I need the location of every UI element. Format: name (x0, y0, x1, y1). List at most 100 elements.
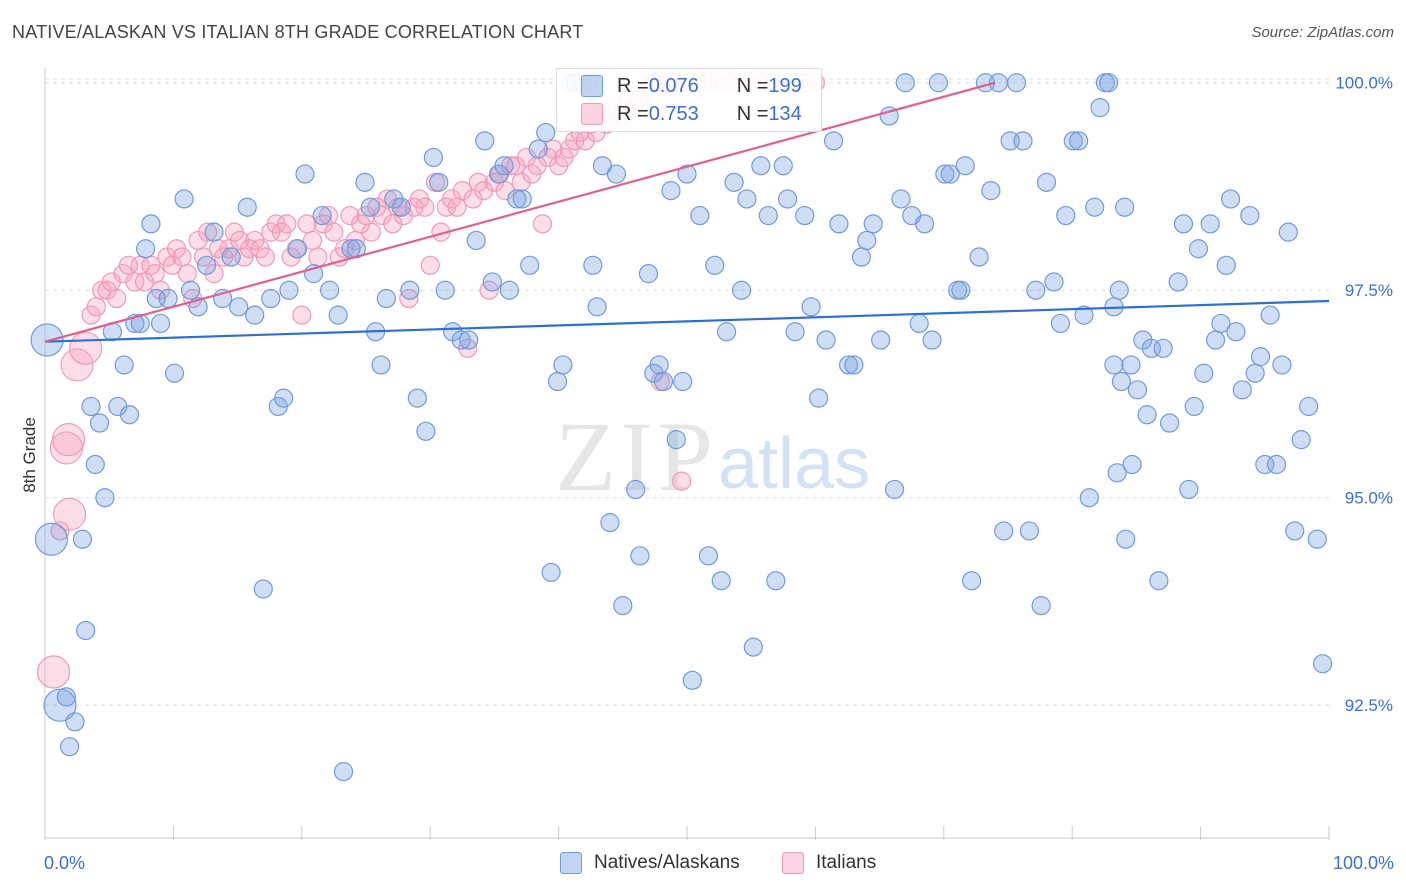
scatter-point (737, 189, 757, 209)
trend-lines (44, 81, 1330, 343)
scatter-point (682, 670, 702, 690)
scatter-point (391, 197, 411, 217)
scatter-point (1211, 313, 1231, 334)
scatter-point (229, 297, 249, 317)
scatter-point (1137, 405, 1157, 425)
scatter-point (731, 280, 752, 300)
scatter-point (415, 197, 435, 217)
scatter-point (1111, 371, 1132, 392)
scatter-point (292, 305, 312, 325)
scatter-point (204, 222, 224, 242)
scatter-point (320, 280, 340, 300)
r-value: 0.076 (648, 74, 699, 97)
scatter-point (174, 189, 194, 209)
scatter-point (1069, 131, 1089, 151)
scatter-point (1056, 205, 1076, 226)
scatter-point (1159, 413, 1180, 433)
scatter-point (1085, 197, 1105, 217)
scatter-point (777, 189, 798, 209)
scatter-point (53, 497, 87, 531)
scatter-point (547, 371, 568, 392)
scatter-point (994, 521, 1014, 541)
scatter-point (630, 546, 650, 566)
scatter-point (969, 247, 989, 267)
natives-legend-swatch (560, 852, 582, 874)
scatter-point (376, 288, 396, 309)
scatter-point (758, 205, 778, 226)
scatter-point (95, 488, 115, 508)
scatter-point (451, 330, 471, 350)
scatter-point (245, 305, 265, 325)
y-tick-label: 100.0% (1335, 74, 1393, 93)
scatter-point (649, 355, 669, 375)
scatter-point (328, 305, 348, 325)
scatter-point (541, 562, 561, 583)
scatter-point (1149, 571, 1169, 591)
scatter-point (1121, 355, 1141, 375)
scatter-point (698, 546, 719, 566)
scatter-point (274, 388, 294, 408)
scatter-point (795, 205, 815, 226)
legend-item-natives[interactable]: Natives/Alaskans (560, 852, 740, 874)
scatter-point (51, 423, 86, 457)
scatter-point (86, 297, 106, 317)
scatter-point (851, 247, 872, 267)
scatter-point (279, 280, 299, 300)
stats-legend: R = 0.076 N = 199 R = 0.753 N = 134 (556, 68, 822, 132)
scatter-point (1312, 654, 1333, 674)
scatter-point (751, 156, 771, 176)
scatter-point (1184, 396, 1204, 417)
scatter-point (1291, 430, 1311, 450)
legend-item-italians[interactable]: Italians (782, 852, 876, 874)
scatter-point (355, 172, 375, 192)
scatter-point (606, 164, 626, 184)
scatter-point (1245, 363, 1265, 383)
r-label: R = (617, 102, 649, 125)
scatter-point (600, 513, 620, 533)
scatter-point (773, 156, 793, 176)
scatter-point (716, 322, 737, 342)
scatter-point (50, 521, 70, 541)
scatter-point (361, 222, 381, 242)
scatter-point (295, 164, 315, 184)
scatter-point (158, 288, 178, 309)
scatter-point (928, 73, 949, 93)
scatter-point (60, 348, 94, 382)
scatter-point (81, 396, 101, 417)
scatter-point (261, 288, 281, 309)
scatter-point (499, 280, 519, 300)
scatter-point (423, 147, 444, 168)
scatter-point (1050, 313, 1071, 334)
y-tick-label: 97.5% (1345, 281, 1393, 300)
scatter-point (705, 255, 725, 275)
scatter-point (466, 230, 486, 251)
source-label: Source: ZipAtlas.com (1251, 24, 1394, 41)
scatter-point (1063, 131, 1083, 151)
scatter-point (909, 313, 929, 334)
scatter-point (613, 596, 633, 616)
scatter-point (43, 688, 77, 722)
scatter-point (661, 181, 681, 201)
scatter-point (1098, 73, 1119, 93)
scatter-point (172, 247, 192, 267)
scatter-point (85, 454, 105, 475)
scatter-point (72, 529, 93, 549)
scatter-point (785, 322, 805, 342)
scatter-point (653, 371, 674, 392)
scatter-point (277, 214, 297, 234)
legend-label-italians: Italians (816, 852, 877, 873)
natives-trend-line (44, 299, 1330, 343)
r-value: 0.753 (648, 102, 699, 125)
scatter-point (1285, 521, 1305, 541)
scatter-point (92, 280, 112, 300)
scatter-point (447, 197, 467, 217)
scatter-point (482, 272, 502, 292)
natives-swatch (581, 75, 603, 97)
scatter-point (823, 131, 844, 151)
scatter-point (1104, 355, 1124, 375)
scatter-point (221, 247, 241, 267)
scatter-point (1232, 380, 1252, 400)
scatter-point (528, 139, 548, 159)
scatter-point (69, 331, 103, 365)
